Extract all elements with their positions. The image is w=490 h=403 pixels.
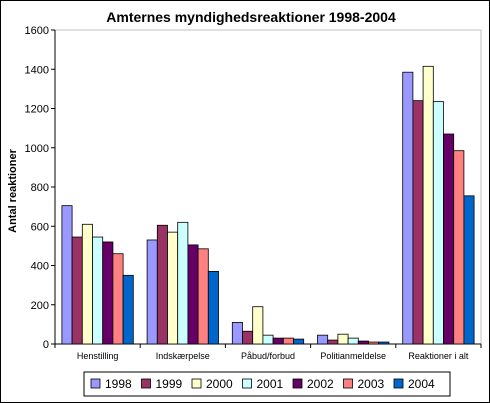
x-category-label: Reaktioner i alt xyxy=(408,351,469,361)
bar-1999-4 xyxy=(412,100,424,345)
bar-2002-0 xyxy=(102,241,114,345)
legend-label-2004: 2004 xyxy=(408,377,435,391)
bar-2002-4 xyxy=(443,133,455,345)
bar-1998-3 xyxy=(317,334,329,345)
legend-swatch-2003 xyxy=(343,378,353,389)
bar-2003-0 xyxy=(112,253,124,345)
bar-2001-4 xyxy=(432,101,444,345)
bar-2001-2 xyxy=(262,334,274,345)
x-category-label: Politianmeldelse xyxy=(320,351,386,361)
bar-2004-3 xyxy=(378,341,390,345)
y-tick-label: 0 xyxy=(43,339,49,351)
y-tick-label: 400 xyxy=(31,261,49,273)
bar-2002-1 xyxy=(187,244,199,345)
y-tick-label: 1600 xyxy=(25,25,49,37)
bar-2004-2 xyxy=(293,338,305,345)
bar-1999-1 xyxy=(156,224,168,345)
legend-swatch-2000 xyxy=(191,378,202,389)
bar-2000-3 xyxy=(337,333,349,345)
bar-2003-2 xyxy=(282,337,294,345)
legend-label-1999: 1999 xyxy=(156,377,183,391)
bar-2001-3 xyxy=(347,337,359,345)
bar-2001-1 xyxy=(177,221,189,345)
legend-label-2000: 2000 xyxy=(206,377,233,391)
legend-swatch-2002 xyxy=(292,378,303,389)
bar-2003-1 xyxy=(197,248,209,345)
bar-2002-2 xyxy=(272,337,284,345)
bar-1998-4 xyxy=(402,71,414,345)
legend-swatch-2004 xyxy=(393,378,404,389)
chart-title: Amternes myndighedsreaktioner 1998-2004 xyxy=(106,9,396,25)
bar-2000-2 xyxy=(252,306,264,345)
x-category-label: Indskærpelse xyxy=(156,351,210,361)
x-category-label: Påbud/forbud xyxy=(241,351,295,361)
y-tick-label: 800 xyxy=(31,182,49,194)
bar-2001-0 xyxy=(92,236,104,345)
bar-2000-1 xyxy=(167,231,179,345)
legend: 1998 1999 2000 2001 2002 2003 2004 xyxy=(83,371,451,397)
bar-1998-2 xyxy=(231,322,243,345)
bar-1999-2 xyxy=(242,330,254,345)
legend-swatch-2001 xyxy=(242,378,252,389)
legend-label-2001: 2001 xyxy=(257,377,284,391)
legend-label-2002: 2002 xyxy=(307,377,334,391)
bar-1998-0 xyxy=(61,205,73,345)
bar-2004-0 xyxy=(122,274,134,345)
y-tick-label: 1200 xyxy=(25,104,49,116)
legend-swatch-1999 xyxy=(141,378,151,389)
x-category-label: Henstilling xyxy=(77,351,119,361)
bar-2003-4 xyxy=(453,150,465,345)
y-axis-label: Antal reaktioner xyxy=(7,148,19,232)
plot-area: 0 200 400 600 800 1000 1200 1400 1600 Henstilling… xyxy=(25,25,482,361)
y-tick-label: 200 xyxy=(31,300,49,312)
bar-2000-4 xyxy=(422,65,434,345)
bar-2003-3 xyxy=(368,341,380,345)
y-tick-label: 1400 xyxy=(25,64,49,76)
legend-label-1998: 1998 xyxy=(105,377,132,391)
bar-2000-0 xyxy=(81,223,93,345)
y-tick-label: 600 xyxy=(31,221,49,233)
bar-2004-4 xyxy=(463,195,475,345)
y-tick-label: 1000 xyxy=(25,143,49,155)
legend-swatch-1998 xyxy=(90,378,101,389)
legend-label-2003: 2003 xyxy=(358,377,385,391)
bar-2002-3 xyxy=(357,340,369,345)
bar-2004-1 xyxy=(207,270,219,345)
bar-1999-3 xyxy=(327,339,339,345)
bar-1998-1 xyxy=(146,239,158,345)
bar-1999-0 xyxy=(71,236,83,345)
